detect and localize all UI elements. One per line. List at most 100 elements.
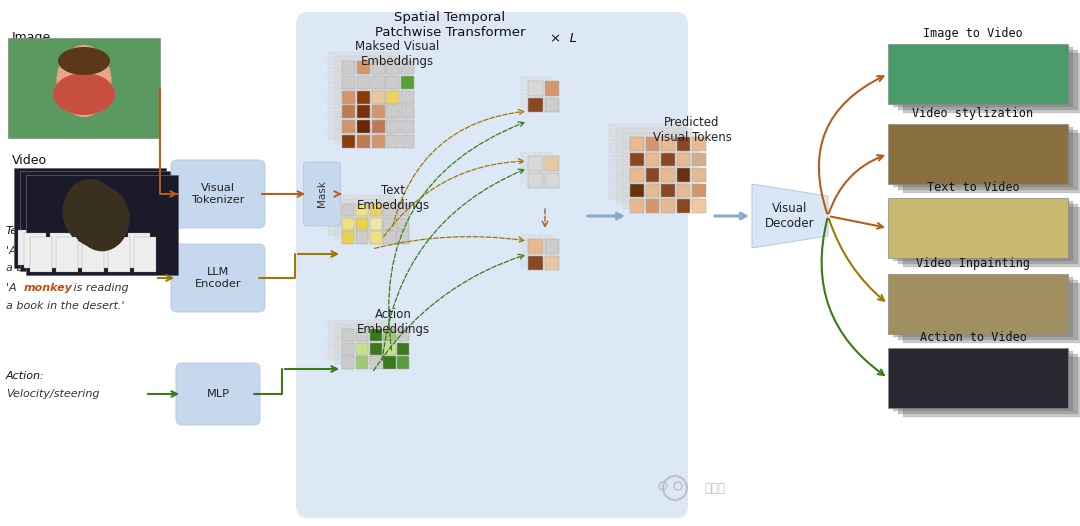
Bar [350, 56, 363, 69]
Bar [630, 199, 644, 213]
Bar [383, 342, 395, 355]
Bar [670, 195, 684, 208]
Bar [18, 230, 40, 265]
Bar [335, 325, 347, 337]
Bar [350, 101, 363, 114]
Bar [662, 128, 676, 142]
Bar [654, 133, 667, 147]
Ellipse shape [58, 47, 110, 75]
Bar [390, 325, 403, 337]
Bar [654, 195, 667, 208]
Bar [383, 195, 395, 207]
FancyBboxPatch shape [21, 171, 172, 271]
Bar [388, 111, 401, 124]
Bar [335, 116, 348, 129]
Bar [363, 352, 375, 364]
Bar [676, 184, 690, 197]
Bar [342, 204, 354, 216]
FancyBboxPatch shape [171, 160, 265, 228]
Bar [341, 222, 354, 235]
Bar [521, 168, 536, 183]
Bar [654, 179, 667, 193]
Bar [521, 152, 536, 167]
Bar [342, 61, 355, 74]
Bar [349, 213, 361, 225]
FancyBboxPatch shape [893, 351, 1074, 411]
Bar [24, 233, 46, 268]
Bar [355, 218, 368, 230]
Bar [342, 90, 355, 104]
Bar [369, 329, 381, 341]
Bar [692, 153, 705, 167]
Bar [390, 352, 403, 364]
Ellipse shape [56, 45, 111, 117]
Bar [685, 133, 699, 147]
Bar [356, 120, 369, 133]
Bar [630, 184, 644, 197]
Bar [372, 90, 384, 104]
Bar [387, 120, 400, 133]
Bar [544, 82, 559, 96]
FancyBboxPatch shape [903, 53, 1080, 113]
Bar [328, 111, 341, 124]
Bar [538, 152, 552, 167]
Bar [623, 133, 636, 147]
Bar [646, 199, 659, 213]
Bar [328, 96, 341, 109]
Text: Video stylization: Video stylization [913, 107, 1034, 120]
Bar [365, 86, 378, 99]
Text: Action:: Action: [6, 371, 44, 381]
Bar [390, 199, 403, 211]
Bar [335, 213, 347, 225]
Bar [670, 164, 684, 177]
Polygon shape [752, 184, 828, 248]
Bar [640, 139, 653, 153]
Bar [646, 168, 659, 182]
Bar [632, 159, 645, 173]
Text: LLM
Encoder: LLM Encoder [194, 267, 241, 289]
Bar [394, 56, 407, 69]
Bar [640, 124, 653, 137]
Bar [624, 186, 638, 199]
FancyBboxPatch shape [903, 133, 1080, 193]
Bar [662, 175, 676, 188]
Bar [379, 72, 392, 84]
Bar [377, 213, 389, 225]
Bar [647, 128, 661, 142]
Bar [646, 184, 659, 197]
Bar [365, 101, 378, 114]
Bar [623, 179, 636, 193]
Bar [528, 239, 542, 254]
Bar [678, 190, 691, 204]
Bar [335, 338, 347, 350]
FancyBboxPatch shape [171, 244, 265, 312]
Bar [521, 251, 536, 266]
Bar [394, 72, 407, 84]
FancyBboxPatch shape [888, 124, 1068, 184]
Bar [538, 251, 552, 266]
Bar [342, 231, 354, 244]
Bar [390, 338, 403, 350]
Bar [56, 237, 78, 272]
Bar [544, 173, 559, 187]
Bar [397, 204, 409, 216]
Bar [397, 342, 409, 355]
Bar [369, 333, 381, 346]
FancyBboxPatch shape [893, 47, 1074, 107]
Bar [387, 76, 400, 89]
Bar [372, 105, 384, 118]
Bar [355, 333, 368, 346]
Bar [661, 153, 675, 167]
Text: Text
Embeddings: Text Embeddings [356, 184, 430, 212]
FancyBboxPatch shape [176, 363, 260, 425]
Bar [397, 231, 409, 244]
Bar [616, 175, 630, 188]
Bar [390, 213, 403, 225]
Bar [397, 329, 409, 341]
Bar [355, 204, 368, 216]
Bar [369, 209, 381, 221]
Bar [383, 209, 395, 221]
Bar [350, 86, 363, 99]
Bar [372, 120, 384, 133]
Bar [632, 128, 645, 142]
